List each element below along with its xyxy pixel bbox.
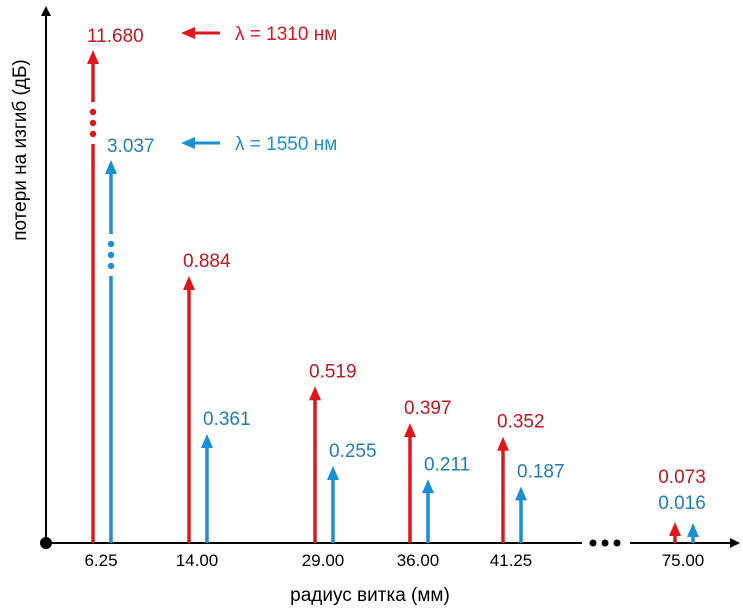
data-label-1550: 3.037 bbox=[107, 136, 155, 157]
x-tick-label: 29.00 bbox=[302, 551, 345, 570]
x-tick-labels: 6.25 14.00 29.00 36.00 41.25 75.00 bbox=[84, 551, 704, 570]
x-tick-label: 36.00 bbox=[397, 551, 440, 570]
legend: λ = 1310 нм λ = 1550 нм bbox=[181, 24, 337, 155]
data-label-1310: 0.397 bbox=[404, 398, 452, 419]
bar-arrowhead bbox=[497, 436, 509, 451]
bar-arrowhead bbox=[183, 276, 195, 291]
bar-1310 bbox=[183, 276, 195, 543]
bar-1550 bbox=[201, 433, 213, 543]
legend-item-1550: λ = 1550 нм bbox=[181, 134, 337, 155]
bar-1310 bbox=[309, 386, 321, 543]
data-label-1310: 11.680 bbox=[87, 26, 144, 47]
bar-arrowhead bbox=[404, 423, 416, 438]
x-tick-label: 41.25 bbox=[490, 551, 533, 570]
break-dot bbox=[89, 130, 97, 138]
data-label-1550: 0.187 bbox=[517, 462, 565, 483]
bar-1550 bbox=[687, 523, 699, 543]
bar-arrowhead bbox=[201, 433, 213, 448]
bar-1310 bbox=[669, 522, 681, 543]
bar-1550 bbox=[422, 479, 434, 543]
axis-break-dot bbox=[613, 539, 621, 547]
data-label-1310: 0.073 bbox=[658, 467, 706, 488]
bar-arrowhead bbox=[87, 50, 99, 64]
data-marks: 11.680 3.037 0.884 0.361 0.519 0.255 0.397 0.21… bbox=[87, 26, 706, 543]
break-dot bbox=[89, 119, 97, 127]
axes bbox=[40, 6, 740, 549]
data-label-1310: 0.352 bbox=[497, 412, 545, 433]
bar-1550 bbox=[327, 465, 339, 543]
bar-arrowhead bbox=[105, 160, 117, 174]
bar-1310 bbox=[497, 436, 509, 543]
break-dot bbox=[107, 240, 115, 248]
bar-arrowhead bbox=[687, 523, 699, 537]
bar-arrowhead bbox=[669, 522, 681, 536]
x-axis-title: радиус витка (мм) bbox=[290, 585, 450, 606]
data-label-1310: 0.884 bbox=[183, 251, 231, 272]
x-tick-label: 6.25 bbox=[84, 551, 117, 570]
data-label-1550: 0.211 bbox=[424, 454, 470, 475]
legend-arrow-head bbox=[181, 137, 195, 149]
legend-label: λ = 1550 нм bbox=[235, 134, 337, 155]
bar-1550 bbox=[105, 160, 117, 543]
data-label-1550: 0.361 bbox=[203, 409, 251, 430]
bar-arrowhead bbox=[515, 486, 527, 501]
data-label-1310: 0.519 bbox=[309, 361, 357, 382]
axis-break-dot bbox=[601, 539, 609, 547]
legend-label: λ = 1310 нм bbox=[235, 24, 337, 45]
x-axis-break-dots bbox=[589, 539, 621, 547]
x-tick-label: 14.00 bbox=[176, 551, 219, 570]
data-label-1550: 0.255 bbox=[329, 441, 377, 462]
data-label-1550: 0.016 bbox=[658, 493, 706, 514]
break-dot bbox=[89, 108, 97, 116]
bar-arrowhead bbox=[309, 386, 321, 401]
bar-1550 bbox=[515, 486, 527, 543]
bar-1310 bbox=[87, 50, 99, 543]
y-axis-title: потери на изгиб (дБ) bbox=[10, 59, 31, 241]
legend-arrow-head bbox=[181, 27, 195, 39]
break-dot bbox=[107, 262, 115, 270]
axis-break-dot bbox=[589, 539, 597, 547]
legend-item-1310: λ = 1310 нм bbox=[181, 24, 337, 45]
bar-arrowhead bbox=[327, 465, 339, 480]
origin-dot bbox=[40, 537, 52, 549]
break-dot bbox=[107, 251, 115, 259]
bar-1310 bbox=[404, 423, 416, 543]
x-tick-label: 75.00 bbox=[662, 551, 705, 570]
bar-arrowhead bbox=[422, 479, 434, 494]
